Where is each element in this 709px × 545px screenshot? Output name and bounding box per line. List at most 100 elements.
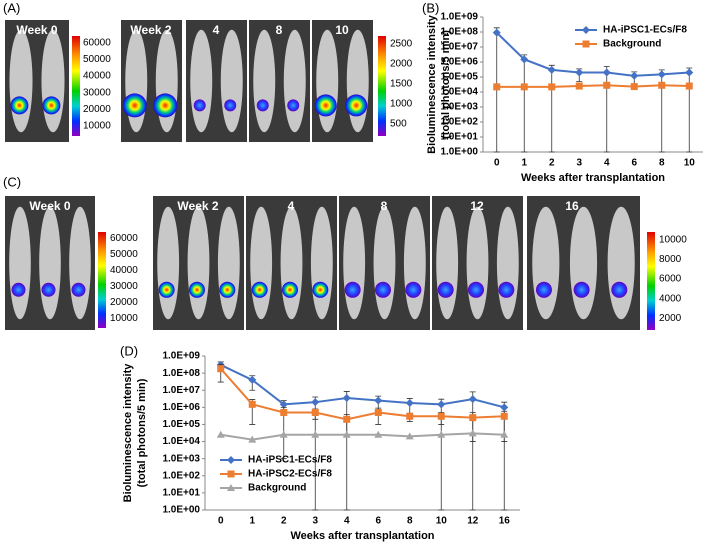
colorbar-label: 1000 (390, 99, 413, 110)
marker (500, 412, 508, 420)
panel-label: (C) (3, 174, 21, 189)
y-tick-label: 1.0E+02 (162, 470, 200, 481)
colorbar-label: 8000 (659, 254, 682, 265)
marker (520, 83, 528, 91)
colorbar-label: 2500 (390, 39, 413, 50)
x-tick-label: 6 (631, 158, 637, 169)
week-label: 8 (381, 199, 388, 213)
mouse-image (339, 196, 430, 330)
week-label: 10 (335, 23, 349, 37)
colorbar (378, 36, 386, 136)
signal-spot (224, 99, 237, 112)
colorbar-label: 2000 (390, 59, 413, 70)
marker (492, 28, 501, 37)
marker (248, 375, 257, 384)
marker (602, 68, 611, 77)
marker (279, 400, 288, 409)
marker (575, 82, 583, 90)
colorbar-label: 10000 (659, 234, 687, 245)
y-axis-title: Bioluminescence intensity (426, 14, 438, 154)
marker (311, 430, 320, 438)
marker (469, 414, 477, 422)
marker (374, 396, 383, 405)
mouse-body (466, 206, 489, 320)
y-tick-label: 1.0E+01 (162, 488, 200, 499)
y-tick-label: 1.0E+04 (162, 436, 200, 447)
signal-spot (573, 281, 590, 298)
y-tick-label: 1.0E+03 (162, 453, 200, 464)
mouse-body (280, 206, 303, 320)
mouse-body (343, 206, 366, 320)
signal-spot (344, 281, 361, 298)
marker (217, 365, 225, 373)
legend-label: HA-iPSC1-ECs/F8 (248, 455, 332, 466)
marker (374, 430, 383, 438)
marker (343, 415, 351, 423)
x-axis-title: Weeks after transplantation (521, 172, 665, 184)
marker (630, 83, 638, 91)
colorbar-label: 40000 (110, 265, 138, 276)
colorbar-label: 30000 (110, 281, 138, 292)
mouse-body (190, 29, 213, 133)
mouse-body (532, 206, 560, 320)
panel-label: (A) (3, 0, 20, 15)
colorbar (72, 36, 80, 136)
mouse-image (186, 20, 247, 142)
y-tick-label: 1.0E+04 (440, 87, 478, 98)
marker (500, 403, 509, 412)
signal-spot (41, 282, 56, 297)
mouse-body (9, 29, 33, 133)
mouse-body (9, 206, 31, 320)
legend-marker (227, 470, 235, 478)
y-axis-title: (total photons/5 min) (440, 30, 452, 139)
signal-spot (535, 281, 552, 298)
marker (630, 71, 639, 80)
marker (685, 82, 693, 90)
signal-spot (42, 96, 61, 115)
y-axis-title: (total photons/5 min) (136, 378, 148, 487)
marker (603, 81, 611, 89)
legend-label: Background (248, 483, 306, 494)
colorbar-label: 6000 (659, 274, 682, 285)
error-bar (548, 64, 555, 153)
signal-spot (219, 281, 236, 298)
legend-marker (582, 26, 590, 34)
colorbar-label: 10000 (83, 121, 111, 132)
signal-spot (467, 281, 484, 298)
x-tick-label: 4 (344, 516, 350, 527)
x-tick-label: 8 (407, 516, 413, 527)
mouse-image (121, 20, 182, 142)
signal-spot (611, 281, 628, 298)
mouse-body (220, 29, 243, 133)
colorbar-label: 50000 (110, 249, 138, 260)
x-tick-label: 10 (684, 158, 696, 169)
series-line (220, 368, 505, 421)
error-bar (603, 66, 610, 153)
mouse-image (5, 196, 95, 330)
marker (547, 65, 556, 74)
week-label: 8 (276, 23, 283, 37)
mouse-body (283, 29, 306, 133)
marker (468, 395, 477, 404)
marker (374, 408, 382, 416)
signal-spot (122, 93, 147, 118)
marker (342, 394, 351, 403)
x-tick-label: 4 (604, 158, 610, 169)
y-tick-label: 1.0E+08 (162, 368, 200, 379)
legend-label: HA-iPSC2-ECs/F8 (248, 469, 332, 480)
mouse-body (403, 206, 426, 320)
colorbar-label: 50000 (83, 54, 111, 65)
colorbar (647, 232, 655, 330)
signal-spot (153, 93, 178, 118)
marker (311, 398, 320, 407)
y-axis-title: Bioluminescence intensity (122, 363, 134, 503)
mouse-body (217, 206, 240, 320)
mouse-image (153, 196, 244, 330)
x-tick-label: 0 (218, 516, 224, 527)
signal-spot (193, 99, 206, 112)
y-tick-label: 1.0E+06 (162, 402, 200, 413)
signal-spot (287, 99, 300, 112)
x-tick-label: 3 (576, 158, 582, 169)
colorbar-label: 500 (390, 119, 407, 130)
marker (468, 429, 477, 437)
